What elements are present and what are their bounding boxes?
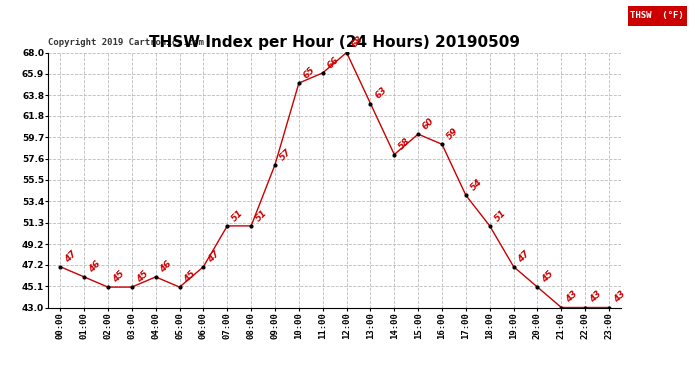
Title: THSW Index per Hour (24 Hours) 20190509: THSW Index per Hour (24 Hours) 20190509 <box>149 35 520 50</box>
Text: 58: 58 <box>397 136 413 152</box>
Text: 51: 51 <box>254 208 269 223</box>
Text: 43: 43 <box>564 290 580 305</box>
Text: 46: 46 <box>87 259 102 274</box>
Text: 45: 45 <box>110 269 126 284</box>
Text: 47: 47 <box>63 249 78 264</box>
Text: 47: 47 <box>516 249 531 264</box>
Text: 43: 43 <box>588 290 603 305</box>
Text: 63: 63 <box>373 86 388 101</box>
Text: THSW  (°F): THSW (°F) <box>631 12 684 20</box>
Text: 54: 54 <box>469 177 484 192</box>
Text: 45: 45 <box>540 269 555 284</box>
Text: 57: 57 <box>278 147 293 162</box>
Text: 51: 51 <box>493 208 508 223</box>
Text: 51: 51 <box>230 208 245 223</box>
Text: 59: 59 <box>445 126 460 141</box>
Text: 45: 45 <box>135 269 150 284</box>
Text: 47: 47 <box>206 249 221 264</box>
Text: 60: 60 <box>421 116 436 131</box>
Text: 43: 43 <box>612 290 627 305</box>
Text: Copyright 2019 Cartronics.com: Copyright 2019 Cartronics.com <box>48 38 204 47</box>
Text: 68: 68 <box>349 34 364 50</box>
Text: 45: 45 <box>182 269 197 284</box>
Text: 65: 65 <box>302 65 317 80</box>
Text: 46: 46 <box>159 259 174 274</box>
Text: 66: 66 <box>326 55 341 70</box>
